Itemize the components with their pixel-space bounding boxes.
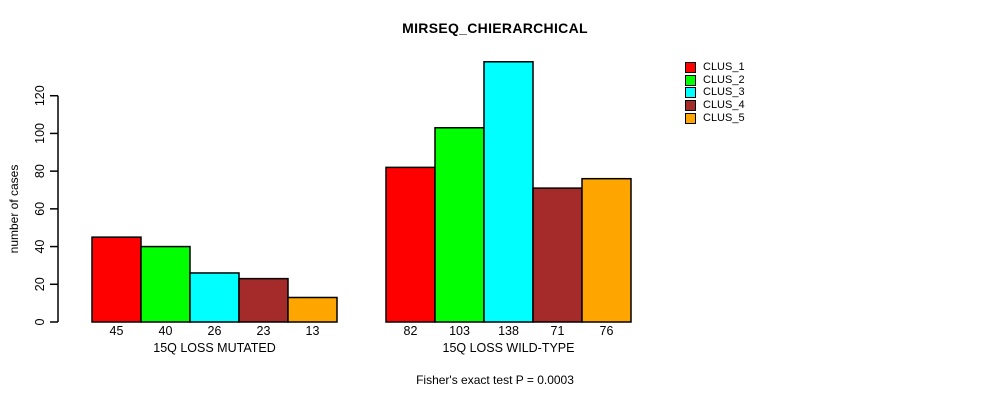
group-label-mutated: 15Q LOSS MUTATED: [153, 341, 276, 355]
bar-clus_5: [581, 177, 632, 323]
bar-value-label: 40: [159, 324, 173, 338]
caption-fisher-test: Fisher's exact test P = 0.0003: [416, 373, 574, 387]
bar-value-label: 13: [306, 324, 320, 338]
bar-value-label: 138: [498, 324, 519, 338]
legend-item-clus_5: CLUS_5: [685, 112, 745, 125]
legend-swatch-clus_1: [685, 61, 696, 73]
bar-value-label: 76: [600, 324, 614, 338]
y-tick-label: 20: [33, 277, 47, 291]
y-tick-label: 40: [33, 240, 47, 254]
bar-clus_5: [287, 296, 338, 323]
legend-label: CLUS_3: [703, 86, 745, 99]
y-tick-label: 120: [33, 85, 47, 106]
legend-swatch-clus_4: [685, 100, 696, 112]
bar-value-label: 26: [208, 324, 222, 338]
bar-clus_1: [91, 236, 142, 323]
y-tick-label: 0: [33, 318, 47, 325]
bar-value-label: 45: [110, 324, 124, 338]
bar-clus_3: [483, 61, 534, 323]
legend-item-clus_4: CLUS_4: [685, 99, 745, 112]
group-label-wildtype: 15Q LOSS WILD-TYPE: [442, 341, 575, 355]
bar-value-label: 71: [551, 324, 565, 338]
bar-value-label: 82: [404, 324, 418, 338]
y-tick-label: 80: [33, 164, 47, 178]
bar-clus_4: [532, 187, 583, 323]
legend-item-clus_2: CLUS_2: [685, 74, 745, 87]
legend-item-clus_3: CLUS_3: [685, 87, 745, 100]
legend: CLUS_1 CLUS_2 CLUS_3 CLUS_4 CLUS_5: [685, 61, 745, 125]
chart-title: MIRSEQ_CHIERARCHICAL: [402, 20, 588, 36]
bar-clus_2: [434, 127, 485, 323]
bar-clus_4: [238, 277, 289, 323]
legend-label: CLUS_1: [703, 60, 745, 73]
legend-swatch-clus_3: [685, 87, 696, 99]
legend-swatch-clus_5: [685, 113, 696, 125]
bar-clus_1: [385, 166, 436, 323]
y-tick-label: 100: [33, 123, 47, 144]
legend-swatch-clus_2: [685, 74, 696, 86]
bar-clus_3: [189, 272, 240, 323]
legend-label: CLUS_5: [703, 112, 745, 125]
bar-value-label: 23: [257, 324, 271, 338]
legend-item-clus_1: CLUS_1: [685, 61, 745, 74]
legend-label: CLUS_4: [703, 99, 745, 112]
y-axis-label: number of cases: [7, 164, 21, 254]
y-tick-label: 60: [33, 202, 47, 216]
bar-value-label: 103: [449, 324, 470, 338]
legend-label: CLUS_2: [703, 73, 745, 86]
bar-clus_2: [140, 245, 191, 323]
